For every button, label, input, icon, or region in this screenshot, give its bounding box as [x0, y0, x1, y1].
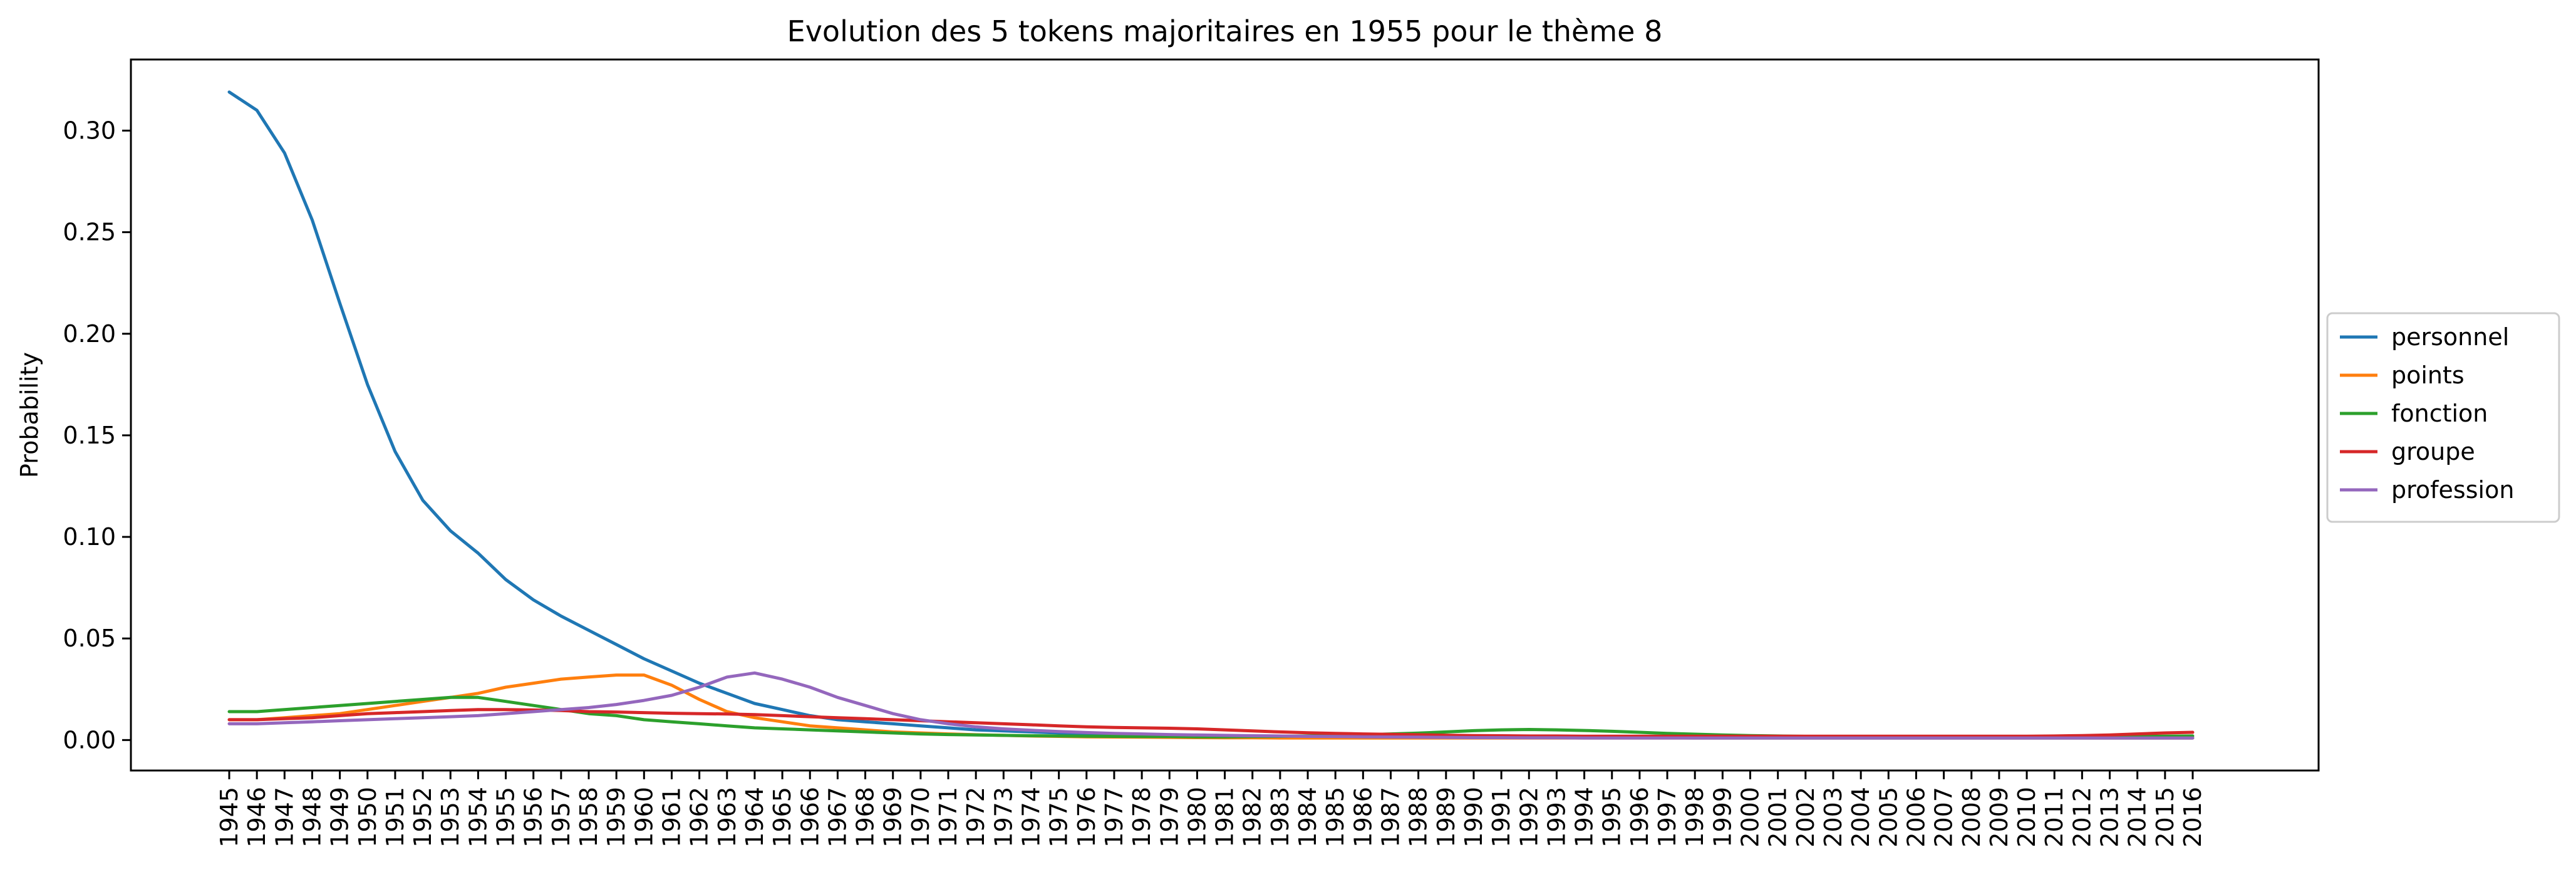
x-tick-label: 1963 — [713, 787, 741, 848]
x-tick-label: 1989 — [1432, 787, 1460, 848]
x-tick-label: 1994 — [1571, 787, 1598, 848]
legend-entry: profession — [2391, 476, 2514, 504]
x-tick-label: 1992 — [1515, 787, 1543, 848]
x-tick-label: 1946 — [243, 787, 271, 848]
chart-title: Evolution des 5 tokens majoritaires en 1… — [787, 14, 1663, 48]
legend: personnel points fonction groupe profession — [2326, 312, 2560, 523]
x-tick-label: 2012 — [2068, 787, 2096, 848]
x-tick-label: 1959 — [603, 787, 630, 848]
x-tick-label: 1985 — [1322, 787, 1349, 848]
y-tick-label: 0.05 — [63, 625, 116, 652]
x-tick-label: 1954 — [464, 787, 492, 848]
x-tick-label: 1987 — [1377, 787, 1405, 848]
x-tick-label: 1990 — [1460, 787, 1487, 848]
x-tick-label: 1978 — [1128, 787, 1156, 848]
x-tick-label: 1995 — [1598, 787, 1626, 848]
x-tick-label: 2001 — [1764, 787, 1792, 848]
x-tick-label: 2010 — [2013, 787, 2041, 848]
x-tick-label: 1964 — [741, 787, 768, 848]
x-tick-label: 2015 — [2151, 787, 2179, 848]
y-tick-label: 0.15 — [63, 422, 116, 449]
x-axis: 1945 1946 1947 1948 1949 1950 1951 1952 1953 1954… — [215, 771, 2206, 848]
y-axis: 0.00 0.05 0.10 0.15 0.20 0.25 0.30 — [63, 117, 131, 754]
legend-entry: points — [2391, 361, 2465, 389]
x-tick-label: 1958 — [575, 787, 603, 848]
x-tick-label: 1961 — [658, 787, 685, 848]
series-line-profession — [227, 671, 2195, 740]
x-tick-label: 1988 — [1405, 787, 1432, 848]
x-tick-label: 1998 — [1681, 787, 1709, 848]
x-tick-label: 1951 — [381, 787, 409, 848]
x-tick-label: 1982 — [1239, 787, 1266, 848]
legend-entry: personnel — [2391, 323, 2509, 351]
x-tick-label: 1979 — [1156, 787, 1183, 848]
x-tick-label: 1991 — [1487, 787, 1515, 848]
x-tick-label: 1966 — [796, 787, 824, 848]
x-tick-label: 2007 — [1930, 787, 1958, 848]
x-tick-label: 1948 — [298, 787, 326, 848]
x-tick-label: 1976 — [1073, 787, 1100, 848]
x-tick-label: 1955 — [492, 787, 520, 848]
x-tick-label: 1969 — [879, 787, 907, 848]
x-tick-label: 1996 — [1626, 787, 1653, 848]
x-tick-label: 1953 — [437, 787, 464, 848]
y-tick-label: 0.10 — [63, 523, 116, 551]
x-tick-label: 2009 — [1985, 787, 2013, 848]
x-tick-label: 1972 — [962, 787, 990, 848]
x-tick-label: 2014 — [2124, 787, 2151, 848]
x-tick-label: 1970 — [907, 787, 934, 848]
x-tick-label: 1971 — [934, 787, 962, 848]
x-tick-label: 1967 — [824, 787, 851, 848]
x-tick-label: 2002 — [1792, 787, 1819, 848]
legend-entry: groupe — [2391, 438, 2475, 465]
x-tick-label: 1983 — [1266, 787, 1294, 848]
x-tick-label: 1974 — [1017, 787, 1045, 848]
x-tick-label: 1947 — [271, 787, 298, 848]
x-tick-label: 2000 — [1737, 787, 1764, 848]
y-tick-label: 0.25 — [63, 219, 116, 246]
x-tick-label: 2006 — [1902, 787, 1930, 848]
x-tick-label: 2005 — [1875, 787, 1902, 848]
x-tick-label: 1949 — [326, 787, 354, 848]
legend-box — [2326, 312, 2560, 523]
x-tick-label: 1957 — [547, 787, 575, 848]
x-tick-label: 1945 — [215, 787, 243, 848]
x-tick-label: 2013 — [2096, 787, 2124, 848]
y-tick-label: 0.30 — [63, 117, 116, 145]
series-layer — [227, 90, 2195, 740]
x-tick-label: 1977 — [1100, 787, 1128, 848]
y-tick-label: 0.20 — [63, 320, 116, 348]
x-tick-label: 2016 — [2179, 787, 2206, 848]
x-tick-label: 1960 — [630, 787, 658, 848]
x-tick-label: 1975 — [1045, 787, 1073, 848]
y-axis-label: Probability — [16, 352, 43, 478]
x-tick-label: 1973 — [990, 787, 1017, 848]
x-tick-label: 1968 — [852, 787, 879, 848]
x-tick-label: 2004 — [1847, 787, 1875, 848]
x-tick-label: 1997 — [1653, 787, 1681, 848]
x-tick-label: 1981 — [1211, 787, 1239, 848]
x-tick-label: 2003 — [1819, 787, 1847, 848]
y-tick-label: 0.00 — [63, 726, 116, 754]
x-tick-label: 1950 — [354, 787, 381, 848]
x-tick-label: 1956 — [520, 787, 547, 848]
x-tick-label: 1984 — [1294, 787, 1322, 848]
x-tick-label: 1986 — [1349, 787, 1377, 848]
x-tick-label: 2011 — [2041, 787, 2068, 848]
x-tick-label: 1999 — [1709, 787, 1736, 848]
x-tick-label: 1980 — [1183, 787, 1211, 848]
x-tick-label: 1962 — [686, 787, 713, 848]
x-tick-label: 1965 — [768, 787, 796, 848]
legend-entry: fonction — [2391, 400, 2488, 427]
x-tick-label: 1993 — [1543, 787, 1570, 848]
x-tick-label: 1952 — [409, 787, 437, 848]
x-tick-label: 2008 — [1958, 787, 1985, 848]
